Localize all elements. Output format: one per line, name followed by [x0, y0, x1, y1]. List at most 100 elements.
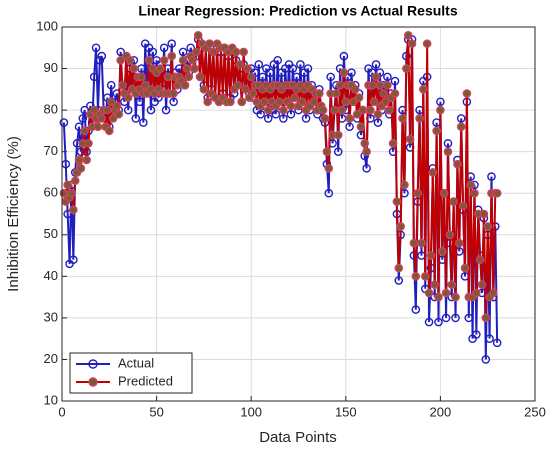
point-marker: [286, 101, 296, 111]
point-marker: [82, 155, 91, 165]
point-marker: [472, 288, 481, 298]
point-marker: [383, 72, 392, 82]
point-marker: [417, 238, 426, 248]
point-marker: [167, 39, 177, 48]
point-marker: [472, 330, 481, 339]
x-tick-label: 0: [58, 404, 65, 419]
point-marker: [231, 47, 241, 57]
point-marker: [422, 39, 432, 48]
point-marker: [419, 85, 428, 94]
point-marker: [333, 147, 343, 156]
axes-box: [61, 26, 536, 402]
point-marker: [78, 114, 88, 123]
point-marker: [460, 263, 470, 273]
point-marker: [339, 51, 349, 61]
point-marker: [97, 51, 107, 61]
y-tick-label: 70: [44, 143, 58, 158]
point-marker: [481, 313, 491, 323]
point-marker: [186, 43, 195, 53]
point-marker: [415, 114, 424, 123]
y-tick-label: 50: [44, 226, 58, 241]
point-marker: [485, 334, 494, 343]
point-marker: [192, 47, 201, 57]
point-marker: [59, 118, 69, 127]
point-marker: [203, 97, 212, 107]
point-marker: [163, 72, 173, 82]
point-marker: [420, 272, 430, 281]
point-marker: [424, 317, 434, 327]
y-tick-label: 30: [44, 309, 58, 324]
point-marker: [458, 201, 468, 210]
point-marker: [129, 64, 139, 73]
point-marker: [373, 118, 383, 127]
x-tick-label: 150: [335, 404, 357, 419]
point-marker: [400, 180, 409, 190]
x-tick-label: 250: [524, 404, 546, 419]
point-marker: [332, 89, 341, 98]
point-marker: [350, 85, 360, 94]
point-marker: [292, 72, 301, 82]
y-tick-label: 80: [44, 102, 58, 117]
point-marker: [260, 97, 269, 107]
point-marker: [371, 60, 381, 69]
point-marker: [271, 109, 281, 119]
point-marker: [330, 105, 339, 115]
point-marker: [301, 114, 311, 123]
point-marker: [398, 114, 407, 123]
point-marker: [447, 280, 457, 289]
point-marker: [139, 118, 148, 127]
point-marker: [161, 105, 171, 115]
point-marker: [239, 47, 248, 57]
point-marker: [69, 255, 78, 265]
point-marker: [123, 93, 133, 102]
point-marker: [492, 188, 502, 198]
point-marker: [451, 313, 460, 323]
point-marker: [241, 85, 250, 94]
point-marker: [286, 109, 296, 119]
y-tick-label: 20: [44, 351, 58, 366]
point-marker: [409, 238, 419, 248]
point-marker: [402, 64, 411, 73]
point-marker: [184, 72, 194, 82]
point-marker: [396, 222, 405, 231]
point-marker: [407, 39, 417, 48]
point-marker: [131, 114, 141, 123]
point-marker: [394, 263, 404, 273]
point-marker: [443, 147, 453, 156]
point-marker: [144, 55, 154, 65]
point-marker: [182, 64, 192, 73]
point-marker: [63, 209, 72, 219]
point-marker: [455, 238, 464, 248]
point-marker: [390, 76, 400, 86]
point-marker: [69, 205, 78, 215]
point-marker: [390, 89, 400, 98]
point-marker: [441, 313, 451, 323]
point-marker: [426, 251, 436, 260]
point-marker: [492, 338, 502, 348]
point-marker: [106, 80, 116, 90]
point-marker: [371, 72, 381, 82]
point-marker: [324, 163, 334, 173]
point-marker: [279, 105, 288, 115]
point-marker: [91, 43, 101, 53]
point-marker: [193, 31, 203, 40]
point-marker: [356, 122, 366, 132]
point-marker: [360, 139, 370, 148]
point-marker: [456, 122, 466, 132]
point-marker: [246, 72, 256, 82]
point-marker: [320, 114, 330, 123]
point-marker: [432, 126, 441, 136]
point-marker: [199, 85, 209, 94]
point-marker: [451, 292, 460, 302]
point-marker: [479, 209, 489, 219]
point-marker: [265, 68, 275, 78]
legend: Actual Predicted: [69, 352, 193, 394]
point-marker: [437, 247, 447, 256]
point-marker: [434, 292, 443, 302]
point-marker: [123, 105, 133, 115]
point-marker: [243, 64, 252, 73]
point-marker: [354, 93, 364, 102]
plot: [59, 31, 502, 364]
point-marker: [462, 89, 472, 98]
point-marker: [258, 72, 267, 82]
